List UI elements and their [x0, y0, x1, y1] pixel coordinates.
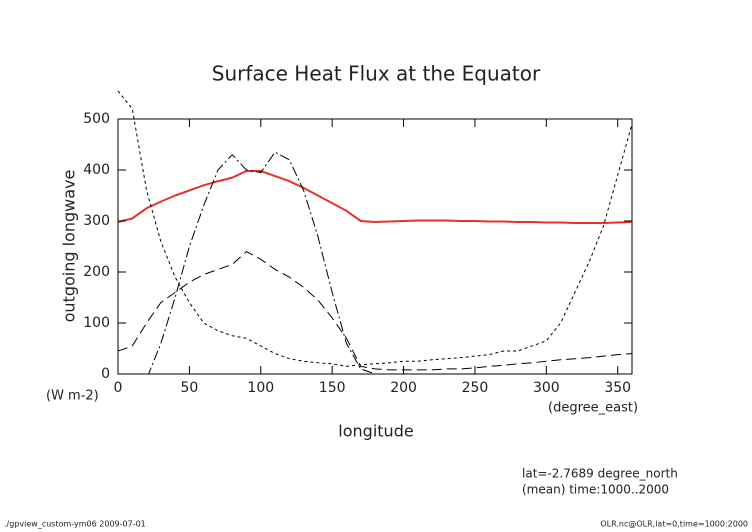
y-tick-label: 100: [83, 315, 110, 331]
x-tick-label: 0: [114, 380, 123, 396]
footer-left: ./gpview_custom-ym06 2009-07-01: [4, 520, 146, 529]
x-tick-label: 100: [247, 380, 274, 396]
x-tick-label: 150: [319, 380, 346, 396]
annotation: lat=-2.7689 degree_north: [522, 467, 678, 481]
y-tick-label: 400: [83, 162, 110, 178]
plot-frame: [117, 118, 633, 375]
annotation: (mean) time:1000..2000: [522, 483, 669, 497]
series-line: [117, 170, 633, 225]
chart-title: Surface Heat Flux at the Equator: [212, 62, 541, 86]
series-line: [117, 90, 633, 367]
x-unit: (degree_east): [548, 401, 638, 416]
x-tick-label: 300: [533, 380, 560, 396]
x-axis-label: longitude: [338, 422, 413, 441]
lines: [117, 90, 633, 374]
series-line: [148, 151, 632, 374]
x-tick-label: 350: [604, 380, 631, 396]
series-line: [117, 250, 633, 371]
y-tick-label: 200: [83, 264, 110, 280]
y-tick-label: 0: [101, 366, 110, 382]
x-tick-label: 250: [462, 380, 489, 396]
y-tick-label: 500: [83, 111, 110, 127]
footer-right: OLR.nc@OLR,lat=0,time=1000:2000: [600, 520, 748, 529]
y-axis-label: outgoing longwave: [60, 170, 79, 323]
y-unit: (W m-2): [46, 389, 99, 404]
x-tick-label: 50: [180, 380, 198, 396]
y-tick-label: 300: [83, 213, 110, 229]
x-tick-label: 200: [390, 380, 417, 396]
